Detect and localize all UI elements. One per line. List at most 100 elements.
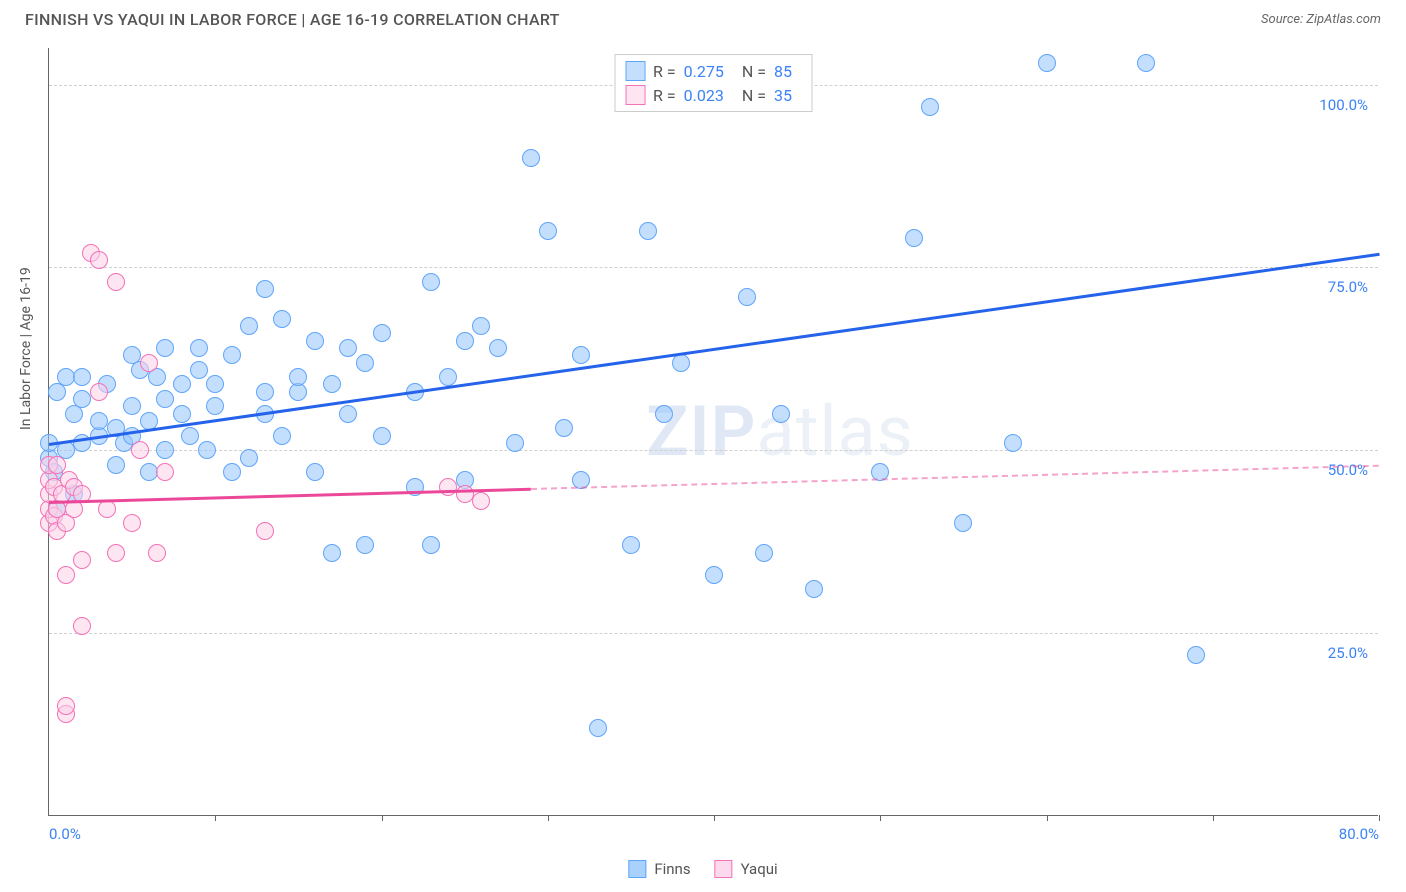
n-value: 35: [774, 86, 792, 105]
data-point-finns: [123, 397, 141, 415]
gridline: [49, 267, 1378, 268]
legend-swatch: [625, 85, 645, 105]
data-point-finns: [156, 339, 174, 357]
x-tick: [215, 815, 216, 821]
data-point-yaqui: [90, 383, 108, 401]
data-point-finns: [1038, 54, 1056, 72]
x-tick: [548, 815, 549, 821]
data-point-finns: [240, 449, 258, 467]
legend-swatch: [625, 61, 645, 81]
data-point-finns: [356, 354, 374, 372]
x-tick-label: 80.0%: [1339, 825, 1379, 843]
x-tick: [1379, 815, 1380, 821]
data-point-yaqui: [439, 478, 457, 496]
legend-series: Finns Yaqui: [628, 860, 777, 878]
data-point-finns: [90, 412, 108, 430]
legend-item: Yaqui: [715, 860, 778, 878]
x-tick-label: 0.0%: [49, 825, 81, 843]
n-label: N =: [742, 86, 766, 105]
data-point-finns: [1004, 434, 1022, 452]
chart-header: FINNISH VS YAQUI IN LABOR FORCE | AGE 16…: [0, 0, 1406, 39]
data-point-finns: [206, 397, 224, 415]
y-tick-label: 75.0%: [1328, 278, 1368, 296]
data-point-finns: [954, 514, 972, 532]
data-point-finns: [589, 719, 607, 737]
data-point-finns: [422, 273, 440, 291]
chart-title: FINNISH VS YAQUI IN LABOR FORCE | AGE 16…: [25, 10, 560, 29]
data-point-finns: [240, 317, 258, 335]
trendline-finns: [49, 253, 1379, 446]
data-point-finns: [805, 580, 823, 598]
data-point-yaqui: [148, 544, 166, 562]
data-point-finns: [173, 375, 191, 393]
legend-swatch: [715, 860, 733, 878]
trendline-yaqui-extrapolated: [531, 465, 1379, 490]
data-point-yaqui: [73, 617, 91, 635]
data-point-yaqui: [156, 463, 174, 481]
data-point-yaqui: [140, 354, 158, 372]
data-point-yaqui: [90, 251, 108, 269]
data-point-finns: [439, 368, 457, 386]
data-point-finns: [622, 536, 640, 554]
r-value: 0.275: [684, 62, 724, 81]
data-point-finns: [539, 222, 557, 240]
data-point-yaqui: [98, 500, 116, 518]
gridline: [49, 633, 1378, 634]
data-point-finns: [140, 463, 158, 481]
legend-stats-row: R = 0.023 N = 35: [625, 83, 802, 107]
legend-stats: R =0.275N =85 R = 0.023 N = 35: [614, 54, 813, 112]
data-point-yaqui: [57, 566, 75, 584]
legend-item: Finns: [628, 860, 690, 878]
data-point-finns: [373, 427, 391, 445]
data-point-finns: [190, 339, 208, 357]
y-tick-label: 25.0%: [1328, 644, 1368, 662]
x-tick: [880, 815, 881, 821]
data-point-finns: [905, 229, 923, 247]
r-value: 0.023: [684, 86, 724, 105]
data-point-finns: [1187, 646, 1205, 664]
data-point-finns: [489, 339, 507, 357]
source-attribution: Source: ZipAtlas.com: [1261, 12, 1381, 27]
data-point-finns: [672, 354, 690, 372]
data-point-finns: [273, 427, 291, 445]
data-point-finns: [156, 390, 174, 408]
data-point-finns: [506, 434, 524, 452]
data-point-yaqui: [107, 544, 125, 562]
watermark: ZIPatlas: [646, 391, 914, 473]
data-point-finns: [323, 544, 341, 562]
data-point-yaqui: [107, 273, 125, 291]
r-label: R =: [653, 86, 676, 105]
data-point-finns: [198, 441, 216, 459]
data-point-finns: [921, 98, 939, 116]
data-point-finns: [705, 566, 723, 584]
y-axis-label: In Labor Force | Age 16-19: [18, 267, 34, 430]
data-point-finns: [73, 368, 91, 386]
data-point-finns: [738, 288, 756, 306]
data-point-finns: [57, 368, 75, 386]
data-point-finns: [206, 375, 224, 393]
data-point-finns: [273, 310, 291, 328]
data-point-finns: [339, 339, 357, 357]
data-point-yaqui: [131, 441, 149, 459]
data-point-yaqui: [123, 514, 141, 532]
data-point-yaqui: [256, 522, 274, 540]
data-point-finns: [522, 149, 540, 167]
data-point-finns: [323, 375, 341, 393]
data-point-finns: [173, 405, 191, 423]
data-point-finns: [639, 222, 657, 240]
data-point-finns: [456, 332, 474, 350]
data-point-finns: [306, 463, 324, 481]
y-tick-label: 100.0%: [1319, 96, 1368, 114]
x-tick: [1047, 815, 1048, 821]
legend-stats-row: R =0.275N =85: [625, 59, 802, 83]
data-point-finns: [156, 441, 174, 459]
data-point-finns: [755, 544, 773, 562]
data-point-finns: [289, 368, 307, 386]
data-point-finns: [772, 405, 790, 423]
legend-label: Yaqui: [741, 860, 778, 878]
data-point-finns: [223, 463, 241, 481]
data-point-finns: [373, 324, 391, 342]
data-point-finns: [356, 536, 374, 554]
data-point-finns: [339, 405, 357, 423]
data-point-finns: [256, 280, 274, 298]
